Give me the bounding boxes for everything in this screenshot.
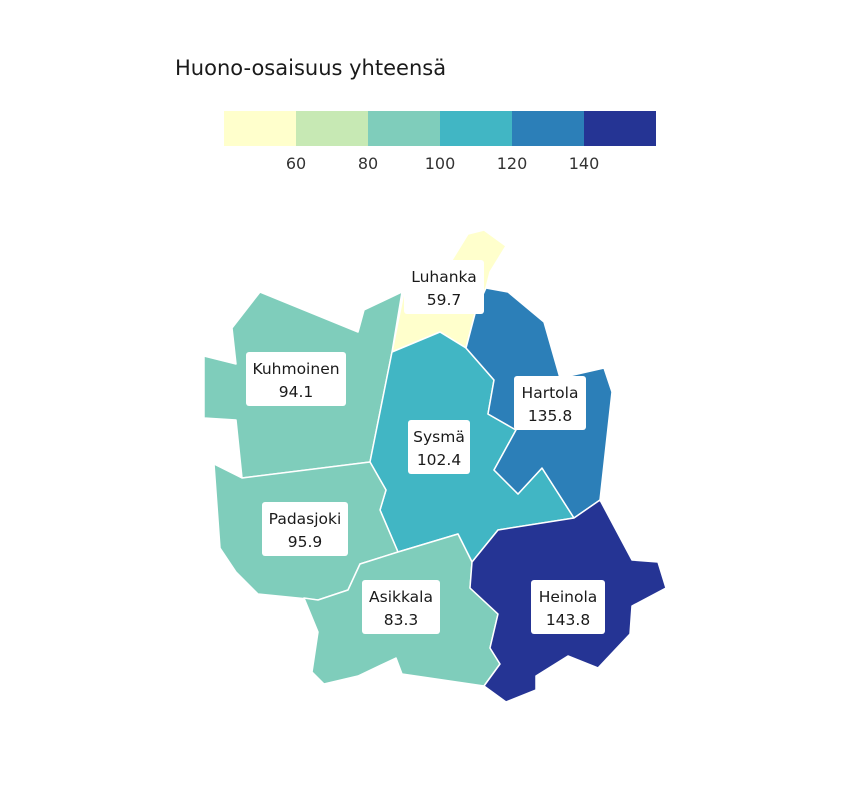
legend-tick-60: 60 bbox=[285, 154, 307, 173]
label-hartola-value: 135.8 bbox=[528, 407, 572, 425]
legend-swatch-6 bbox=[584, 111, 656, 146]
label-sysma: Sysmä 102.4 bbox=[408, 420, 470, 474]
label-kuhmoinen-name: Kuhmoinen bbox=[252, 360, 339, 378]
label-asikkala-name: Asikkala bbox=[369, 588, 433, 606]
legend-color-bar bbox=[224, 111, 656, 146]
legend-swatch-5 bbox=[512, 111, 584, 146]
label-padasjoki-value: 95.9 bbox=[288, 533, 323, 551]
label-hartola: Hartola 135.8 bbox=[514, 376, 586, 430]
label-padasjoki-name: Padasjoki bbox=[269, 510, 342, 528]
legend-swatch-1 bbox=[224, 111, 296, 146]
legend-tick-100: 100 bbox=[424, 154, 456, 173]
legend-tick-140: 140 bbox=[568, 154, 600, 173]
legend-swatch-3 bbox=[368, 111, 440, 146]
label-kuhmoinen: Kuhmoinen 94.1 bbox=[246, 352, 346, 406]
label-padasjoki: Padasjoki 95.9 bbox=[262, 502, 348, 556]
label-luhanka-value: 59.7 bbox=[427, 291, 462, 309]
label-hartola-name: Hartola bbox=[522, 384, 579, 402]
label-sysma-value: 102.4 bbox=[417, 451, 461, 469]
label-heinola: Heinola 143.8 bbox=[531, 580, 605, 634]
legend-title: Huono-osaisuus yhteensä bbox=[175, 56, 447, 80]
label-heinola-name: Heinola bbox=[539, 588, 598, 606]
label-luhanka-name: Luhanka bbox=[411, 268, 477, 286]
label-asikkala: Asikkala 83.3 bbox=[362, 580, 440, 634]
label-asikkala-value: 83.3 bbox=[384, 611, 419, 629]
label-heinola-value: 143.8 bbox=[546, 611, 590, 629]
legend-swatch-4 bbox=[440, 111, 512, 146]
legend-swatch-2 bbox=[296, 111, 368, 146]
legend-tick-80: 80 bbox=[357, 154, 379, 173]
legend-tick-120: 120 bbox=[496, 154, 528, 173]
label-kuhmoinen-value: 94.1 bbox=[279, 383, 314, 401]
label-luhanka: Luhanka 59.7 bbox=[404, 260, 484, 314]
label-sysma-name: Sysmä bbox=[413, 428, 465, 446]
